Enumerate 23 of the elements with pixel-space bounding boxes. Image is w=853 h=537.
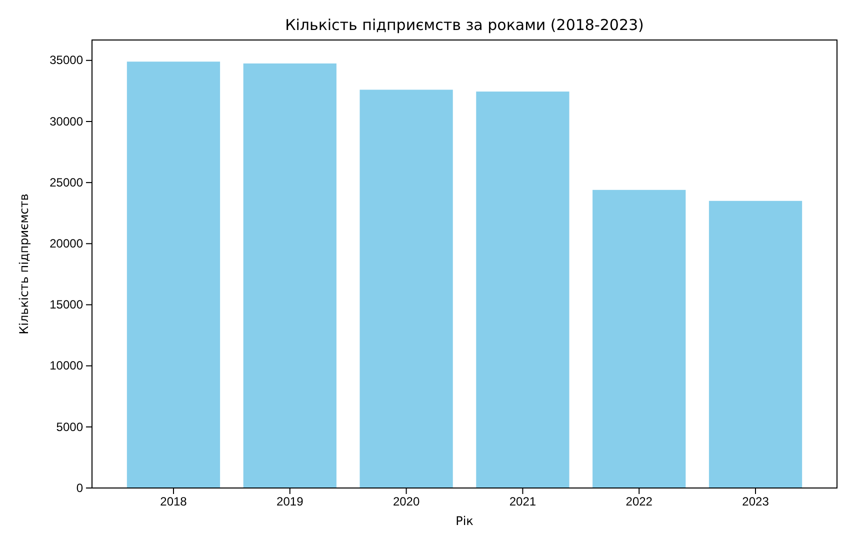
x-tick-label: 2022 [626, 494, 653, 509]
chart-title: Кількість підприємств за роками (2018-2023) [285, 16, 644, 34]
bar [126, 62, 220, 488]
y-tick-label: 10000 [50, 358, 84, 373]
x-tick-label: 2021 [509, 494, 536, 509]
x-tick-label: 2019 [276, 494, 304, 509]
y-tick-label: 0 [76, 480, 84, 495]
x-tick-label: 2023 [742, 494, 770, 509]
x-axis-title: Рік [456, 514, 474, 528]
y-tick-label: 30000 [50, 114, 84, 128]
y-tick-label: 25000 [50, 175, 84, 190]
y-tick-label: 35000 [50, 53, 84, 68]
bar [592, 190, 686, 488]
y-tick-label: 5000 [56, 420, 84, 434]
y-tick-label: 20000 [50, 236, 84, 250]
y-axis-title: Кількість підприємств [17, 194, 31, 334]
bar [708, 200, 802, 488]
bar [243, 63, 336, 488]
x-tick-label: 2018 [160, 494, 188, 509]
bar [360, 90, 453, 488]
x-tick-label: 2020 [392, 494, 420, 509]
bar [476, 92, 570, 488]
y-tick-label: 15000 [50, 298, 84, 312]
